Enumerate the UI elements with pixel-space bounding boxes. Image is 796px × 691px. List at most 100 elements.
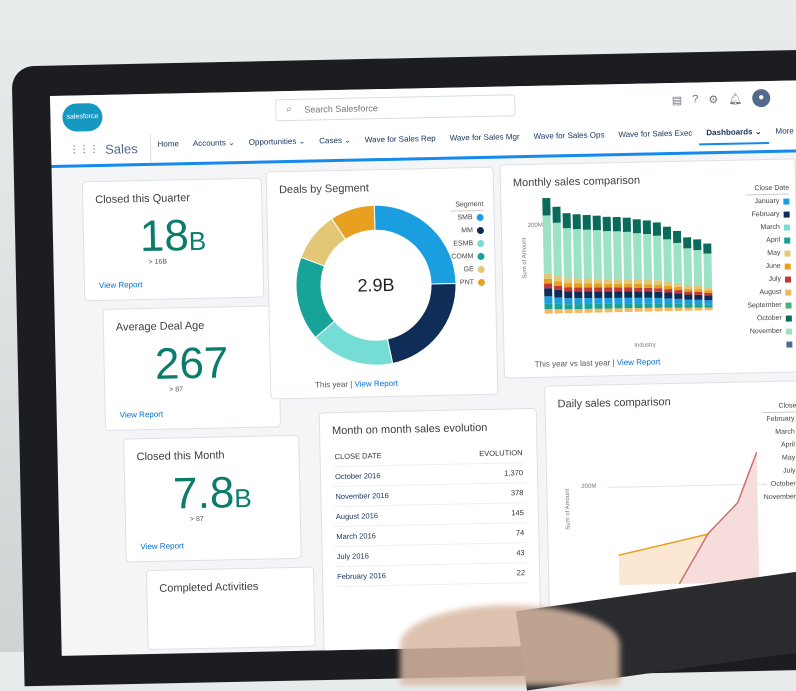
bar-segment[interactable] [584, 291, 593, 299]
bar-segment[interactable] [564, 291, 573, 299]
bar-segment[interactable] [684, 303, 693, 308]
bar-segment[interactable] [624, 287, 633, 292]
bar-segment[interactable] [674, 286, 683, 291]
bar-segment[interactable] [594, 287, 603, 292]
bar-segment[interactable] [634, 291, 643, 298]
bar-segment[interactable] [604, 287, 613, 292]
view-report-link[interactable]: View Report [140, 541, 184, 552]
bar-segment[interactable] [614, 308, 623, 313]
bar-segment[interactable] [674, 303, 683, 308]
bar-segment[interactable] [694, 299, 703, 305]
bar-segment[interactable] [684, 291, 693, 295]
bar-segment[interactable] [704, 304, 713, 308]
close-date-cell[interactable]: February 2016 [334, 564, 441, 587]
bar-segment[interactable] [634, 307, 643, 312]
bar-segment[interactable] [652, 222, 662, 236]
bar-segment[interactable] [703, 243, 712, 254]
bar-segment[interactable] [674, 293, 683, 299]
bar-segment[interactable] [674, 298, 683, 304]
view-report-link[interactable]: View Report [98, 280, 143, 291]
bar-segment[interactable] [604, 297, 613, 304]
bar-segment[interactable] [653, 235, 662, 281]
gear-icon[interactable]: ⚙ [708, 93, 719, 106]
bar-segment[interactable] [594, 291, 603, 299]
close-date-cell[interactable]: November 2016 [333, 484, 439, 507]
bar-segment[interactable] [614, 297, 623, 304]
bar-segment[interactable] [704, 286, 713, 291]
bar-segment[interactable] [683, 237, 692, 249]
bar-segment[interactable] [584, 287, 593, 292]
bar-segment[interactable] [594, 308, 603, 313]
close-date-cell[interactable]: July 2016 [334, 544, 441, 567]
app-launcher[interactable]: ⋮⋮⋮ Sales [50, 133, 151, 165]
bar-segment[interactable] [643, 279, 653, 285]
bar-segment[interactable] [644, 291, 653, 298]
bar-segment[interactable] [564, 287, 573, 292]
bar-segment[interactable] [694, 294, 703, 300]
view-report-link[interactable]: View Report [616, 357, 661, 368]
close-date-cell[interactable]: August 2016 [333, 504, 440, 527]
bar-segment[interactable] [574, 304, 583, 310]
bar-segment[interactable] [624, 291, 633, 298]
bar-segment[interactable] [664, 292, 673, 299]
bar-segment[interactable] [544, 303, 553, 310]
bar-segment[interactable] [602, 216, 611, 232]
bar-segment[interactable] [614, 287, 623, 292]
bar-segment[interactable] [563, 278, 573, 284]
bar-segment[interactable] [653, 280, 663, 285]
bar-segment[interactable] [632, 219, 642, 234]
bar-segment[interactable] [543, 273, 552, 280]
view-report-link[interactable]: View Report [354, 378, 399, 389]
nav-item[interactable]: Home [157, 139, 179, 149]
bar-segment[interactable] [602, 231, 612, 279]
bar-segment[interactable] [684, 288, 693, 292]
bar-segment[interactable] [693, 249, 703, 286]
bar-segment[interactable] [624, 308, 633, 313]
nav-item[interactable]: Cases ⌄ [319, 135, 351, 146]
bar-segment[interactable] [593, 278, 603, 284]
bar-segment[interactable] [544, 308, 553, 314]
nav-item[interactable]: Wave for Sales Exec [618, 128, 693, 140]
bar-segment[interactable] [594, 303, 603, 309]
view-report-link[interactable]: View Report [119, 409, 164, 420]
bar-segment[interactable] [594, 283, 603, 288]
nav-item[interactable]: More ▾ [775, 126, 796, 136]
bar-segment[interactable] [584, 308, 593, 313]
bar-segment[interactable] [603, 278, 613, 284]
nav-item[interactable]: Wave for Sales Ops [533, 130, 605, 141]
bar-segment[interactable] [644, 297, 653, 304]
bar-segment[interactable] [543, 278, 553, 284]
bar-segment[interactable] [662, 226, 672, 240]
bar-segment[interactable] [642, 220, 652, 235]
bar-segment[interactable] [654, 297, 663, 304]
bar-segment[interactable] [554, 289, 563, 298]
bar-segment[interactable] [604, 308, 613, 313]
bar-segment[interactable] [594, 297, 603, 304]
bar-segment[interactable] [704, 292, 713, 296]
bar-segment[interactable] [704, 307, 713, 311]
bar-segment[interactable] [584, 298, 593, 305]
bar-segment[interactable] [654, 291, 663, 299]
bar-segment[interactable] [562, 228, 572, 279]
search-input[interactable]: ⌕ Search Salesforce [275, 94, 516, 122]
bar-segment[interactable] [664, 307, 673, 312]
bar-segment[interactable] [564, 309, 573, 314]
bar-segment[interactable] [654, 288, 663, 292]
close-date-cell[interactable]: October 2016 [332, 464, 439, 487]
bar-segment[interactable] [694, 289, 703, 293]
bar-segment[interactable] [614, 291, 623, 298]
bar-segment[interactable] [552, 222, 562, 277]
bar-segment[interactable] [684, 284, 693, 289]
bar-segment[interactable] [654, 307, 663, 312]
bar-segment[interactable] [604, 291, 613, 299]
bar-segment[interactable] [694, 303, 703, 308]
bar-segment[interactable] [574, 308, 583, 314]
notes-icon[interactable]: ▤ [671, 94, 683, 107]
bar-segment[interactable] [574, 298, 583, 305]
bar-segment[interactable] [634, 297, 643, 304]
bar-segment[interactable] [552, 206, 561, 223]
help-icon[interactable]: ? [692, 93, 699, 106]
bar-segment[interactable] [643, 233, 652, 280]
bar-segment[interactable] [693, 239, 702, 251]
bar-segment[interactable] [584, 283, 593, 288]
